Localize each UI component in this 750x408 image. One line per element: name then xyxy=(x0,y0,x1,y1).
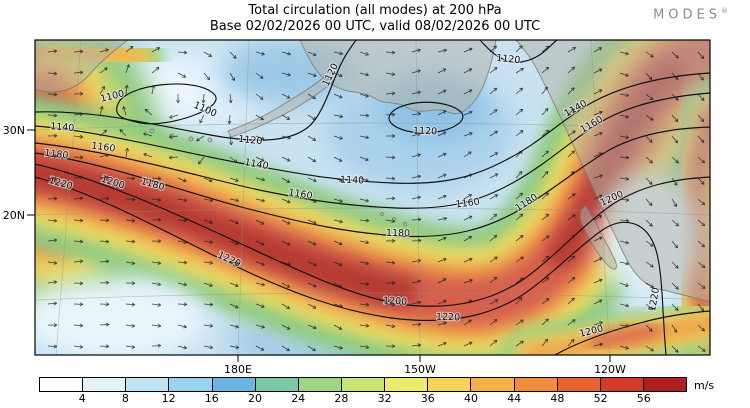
colorbar-segment xyxy=(471,378,515,391)
modes-logo: MODES® xyxy=(653,7,728,22)
asia-land xyxy=(35,40,129,93)
wind-vectors xyxy=(47,45,706,353)
colorbar-units: m/s xyxy=(694,379,715,392)
colorbar-segment xyxy=(83,378,127,391)
baja-peninsula xyxy=(579,205,617,270)
graticule xyxy=(35,40,710,355)
colorbar-tick-label: 16 xyxy=(204,392,219,405)
lon-label: 180E xyxy=(224,363,252,376)
chart-subtitle: Base 02/02/2026 00 UTC, valid 08/02/2026… xyxy=(209,19,541,34)
contour-label: 1160 xyxy=(288,187,314,202)
colorbar-segment xyxy=(428,378,472,391)
colorbar-segment xyxy=(169,378,213,391)
colorbar-tick-label: 4 xyxy=(78,392,86,405)
colorbar-ticks: 4 8 12 16 20 24 28 32 36 40 44 48 52 56 xyxy=(39,392,687,407)
map-frame xyxy=(34,39,711,356)
lat-label: 20N xyxy=(3,209,25,222)
contour-label: 1140 xyxy=(50,121,75,134)
colorbar-segment xyxy=(643,378,687,391)
colorbar-segment xyxy=(557,378,601,391)
colorbar-tick-label: 20 xyxy=(248,392,262,405)
lon-label: 120W xyxy=(594,363,626,376)
landmass xyxy=(35,40,710,303)
colorbar-segment xyxy=(600,378,644,391)
circulation-contours xyxy=(35,40,710,355)
colorbar-segment xyxy=(212,378,256,391)
colorbar-tick-label: 8 xyxy=(121,392,129,405)
lat-label: 30N xyxy=(3,124,25,137)
lon-label: 150W xyxy=(404,363,436,376)
colorbar-segment xyxy=(255,378,299,391)
contour-label: 1180 xyxy=(44,148,69,162)
colorbar-tick-label: 52 xyxy=(593,392,608,405)
colorbar-segment xyxy=(514,378,558,391)
chart-title: Total circulation (all modes) at 200 hPa xyxy=(248,3,502,18)
north-america-land xyxy=(515,40,710,303)
colorbar-segment xyxy=(126,378,170,391)
contour-label: 1220 xyxy=(647,287,662,313)
colorbar-segment xyxy=(40,378,84,391)
colorbar-tick-label: 56 xyxy=(636,392,651,405)
colorbar-tick-label: 44 xyxy=(507,392,522,405)
contour-label: 1200 xyxy=(383,295,408,307)
colorbar-tick-label: 48 xyxy=(550,392,565,405)
contour-label: 1140 xyxy=(340,175,365,187)
colorbar-tick-label: 32 xyxy=(377,392,392,405)
contour-label: 1220 xyxy=(436,312,461,324)
axis-labels: 30N 20N 180E 150W 120W xyxy=(3,124,626,376)
wind-arrow-field xyxy=(47,45,706,353)
colorbar-tick-label: 40 xyxy=(464,392,478,405)
contour-label: 1160 xyxy=(91,140,116,154)
colorbar xyxy=(39,377,687,392)
registered-mark: ® xyxy=(721,7,728,15)
alaska-peninsula xyxy=(227,76,334,138)
colorbar-tick-label: 36 xyxy=(420,392,435,405)
colorbar-segment xyxy=(341,378,386,391)
colorbar-segment xyxy=(385,378,429,391)
colorbar-segment xyxy=(298,378,342,391)
contour-label: 1120 xyxy=(413,126,438,138)
contour-label: 1160 xyxy=(455,197,480,211)
modes-logo-text: MODES xyxy=(653,7,721,23)
colorbar-tick-label: 28 xyxy=(334,392,349,405)
colorbar-tick-label: 12 xyxy=(161,392,176,405)
contour-label: 1180 xyxy=(386,228,410,239)
contour-label: 1120 xyxy=(496,53,521,66)
colorbar-tick-label: 24 xyxy=(291,392,306,405)
